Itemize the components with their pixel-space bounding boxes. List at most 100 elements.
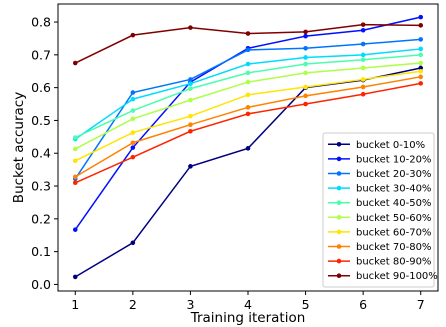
legend-swatch-marker xyxy=(336,171,342,176)
data-point xyxy=(418,46,424,52)
data-point xyxy=(360,84,366,90)
data-point xyxy=(188,122,193,128)
y-tick-label: 0.7 xyxy=(31,47,51,62)
plot-series xyxy=(72,14,424,280)
data-point xyxy=(418,14,424,20)
y-tick-label: 0.2 xyxy=(31,211,51,226)
data-point xyxy=(303,33,308,39)
data-point xyxy=(188,164,193,169)
x-tick-label: 2 xyxy=(129,297,137,312)
data-point xyxy=(188,113,193,119)
data-point xyxy=(245,61,251,67)
legend-label: bucket 40-50% xyxy=(356,198,431,209)
data-point xyxy=(303,61,308,67)
y-tick-label: 0.8 xyxy=(31,15,51,30)
legend-item: bucket 0-10% xyxy=(328,140,425,151)
legend-item: bucket 10-20% xyxy=(328,154,431,165)
data-point xyxy=(188,81,193,87)
legend-label: bucket 20-30% xyxy=(356,169,431,180)
data-point xyxy=(72,180,78,186)
legend-swatch-marker xyxy=(336,215,342,220)
data-point xyxy=(360,41,366,47)
data-point xyxy=(72,174,78,180)
series-line xyxy=(72,22,424,66)
legend-item: bucket 80-90% xyxy=(328,257,431,268)
legend-swatch-marker xyxy=(336,142,342,147)
legend-item: bucket 60-70% xyxy=(328,227,431,238)
legend-swatch-marker xyxy=(336,156,342,162)
data-point xyxy=(303,93,308,99)
data-point xyxy=(188,97,193,103)
legend-box xyxy=(322,132,435,288)
data-point xyxy=(360,57,366,63)
data-point xyxy=(418,60,424,66)
data-point xyxy=(130,108,136,113)
data-point xyxy=(72,227,78,232)
y-tick-label: 0.0 xyxy=(31,277,51,292)
legend-label: bucket 90-100% xyxy=(356,271,438,282)
legend-label: bucket 30-40% xyxy=(356,184,431,195)
data-point xyxy=(130,145,136,150)
data-point xyxy=(360,27,366,33)
data-point xyxy=(418,81,424,86)
data-point xyxy=(360,77,366,82)
y-tick-label: 0.1 xyxy=(31,244,51,259)
data-point xyxy=(245,146,251,151)
series-line xyxy=(72,52,424,140)
data-point xyxy=(418,37,424,42)
data-point xyxy=(360,52,366,58)
x-tick-label: 3 xyxy=(186,297,194,312)
data-point xyxy=(303,101,308,107)
data-point xyxy=(303,70,308,76)
data-point xyxy=(303,29,308,35)
legend-swatch-marker xyxy=(336,229,342,235)
legend-label: bucket 10-20% xyxy=(356,154,431,165)
plot-frame xyxy=(57,3,439,292)
legend-label: bucket 70-80% xyxy=(356,242,431,253)
data-point xyxy=(130,140,136,146)
data-point xyxy=(303,84,308,90)
data-point xyxy=(245,31,251,36)
y-tick-label: 0.3 xyxy=(31,179,51,194)
data-point xyxy=(188,25,193,30)
data-point xyxy=(130,116,136,122)
legend: bucket 0-10% bucket 10-20% bucket 20-30% bu… xyxy=(322,132,438,288)
legend-swatch-marker xyxy=(336,258,342,264)
x-tick-label: 7 xyxy=(417,297,425,312)
data-point xyxy=(130,130,136,135)
legend-item: bucket 50-60% xyxy=(328,213,431,224)
data-point xyxy=(245,105,251,110)
data-point xyxy=(360,22,366,27)
x-axis-label: Training iteration xyxy=(190,310,306,326)
data-point xyxy=(130,154,136,160)
data-point xyxy=(245,70,251,76)
legend-item: bucket 90-100% xyxy=(328,271,438,282)
data-point xyxy=(245,79,251,85)
data-point xyxy=(245,92,251,98)
legend-swatch-marker xyxy=(336,185,342,191)
x-tick-label: 4 xyxy=(244,297,252,312)
data-point xyxy=(245,111,251,117)
data-point xyxy=(130,96,136,102)
legend-label: bucket 80-90% xyxy=(356,257,431,268)
data-point xyxy=(188,86,193,91)
y-tick-label: 0.6 xyxy=(31,80,51,95)
data-point xyxy=(72,135,78,140)
y-axis-label: Bucket accuracy xyxy=(11,92,27,203)
data-point xyxy=(72,158,78,164)
legend-swatch-marker xyxy=(336,244,342,249)
data-point xyxy=(72,60,78,66)
series-line xyxy=(72,60,424,152)
legend-swatch-marker xyxy=(336,273,342,279)
data-point xyxy=(130,90,136,95)
legend-item: bucket 70-80% xyxy=(328,242,431,253)
data-point xyxy=(418,23,424,28)
series-line xyxy=(72,68,424,164)
series-line xyxy=(72,81,424,186)
data-point xyxy=(130,240,136,246)
legend-item: bucket 20-30% xyxy=(328,169,431,180)
data-point xyxy=(188,77,193,82)
x-tick-label: 1 xyxy=(71,297,79,312)
legend-item: bucket 40-50% xyxy=(328,198,431,209)
legend-label: bucket 0-10% xyxy=(356,140,425,151)
